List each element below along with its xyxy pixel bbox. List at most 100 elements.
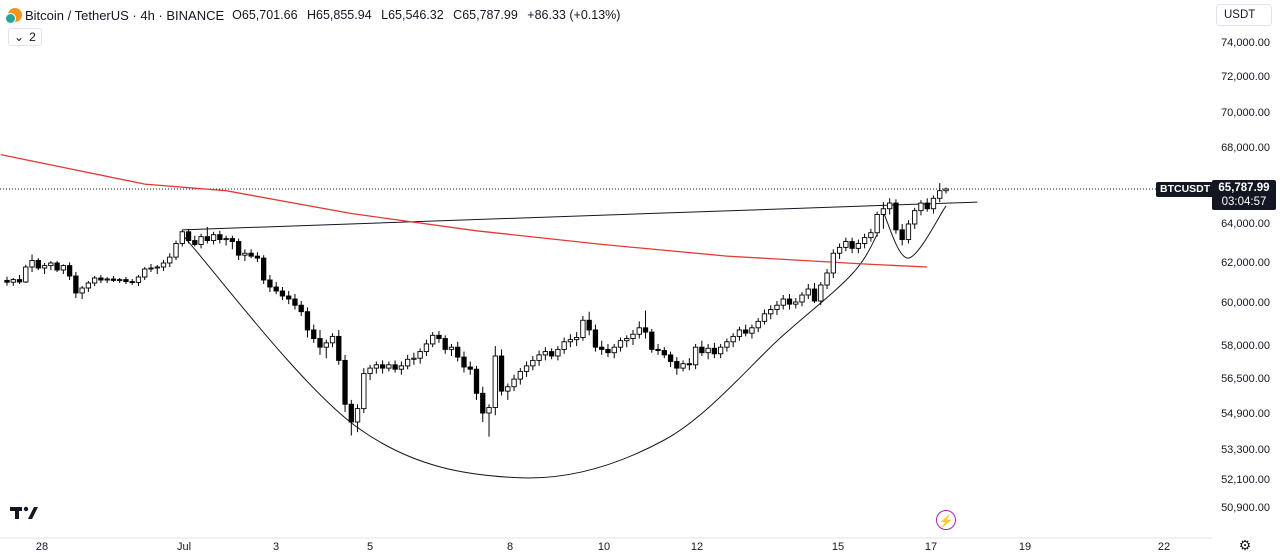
candle-body (179, 231, 185, 244)
candle (60, 264, 66, 274)
gear-icon[interactable]: ⚙ (1238, 537, 1252, 553)
candle (567, 334, 574, 348)
candle-body (342, 359, 348, 405)
candle (192, 235, 198, 247)
candle-body (874, 213, 880, 234)
cup-and-handle-drawing (181, 201, 978, 479)
candle-body (530, 359, 536, 367)
candle (298, 301, 304, 316)
lightning-icon[interactable]: ⚡ (936, 510, 956, 530)
candle-body (436, 334, 442, 340)
candle (248, 249, 254, 259)
candle (836, 243, 843, 260)
candle-body (836, 246, 843, 254)
candle-body (937, 190, 943, 199)
candle (768, 305, 774, 320)
candle-body (104, 278, 110, 281)
high-label: H (307, 8, 317, 22)
candle (430, 332, 436, 348)
candle (455, 341, 461, 362)
candle (874, 211, 880, 237)
candle (54, 261, 60, 272)
candle-body (692, 346, 699, 366)
last-price-label: 65,787.99 03:04:57 (1212, 180, 1276, 210)
candle (680, 360, 686, 372)
candle (104, 277, 110, 283)
candle (154, 265, 160, 274)
candle (10, 278, 16, 286)
candle (323, 339, 329, 359)
candle (448, 343, 455, 356)
candle (599, 340, 605, 355)
tradingview-logo-icon[interactable] (10, 505, 40, 526)
candle (505, 383, 511, 400)
candle-body (624, 338, 630, 342)
candle-body (35, 259, 41, 269)
candle-body (379, 364, 386, 369)
symbol-title[interactable]: Bitcoin / TetherUS · 4h · BINANCE (25, 7, 225, 23)
indicator-count: 2 (29, 30, 36, 44)
candle-body (173, 243, 179, 258)
candle (761, 309, 768, 325)
candle-body (592, 329, 599, 348)
candle-body (148, 267, 154, 270)
candle (655, 343, 661, 355)
indicators-toggle-button[interactable]: ⌄ 2 (8, 28, 42, 46)
candle-body (254, 255, 261, 259)
candle (286, 291, 292, 305)
candle-body (91, 277, 98, 284)
candle (392, 360, 398, 373)
candle (586, 311, 592, 336)
currency-select[interactable]: USDT (1216, 4, 1272, 26)
candle-body (217, 234, 223, 241)
moving-average-line (0, 153, 928, 268)
candle (404, 354, 411, 370)
candle-body (204, 236, 210, 241)
candle (730, 333, 736, 348)
candle-body (160, 262, 167, 268)
candle-body (461, 356, 467, 368)
candle-body (498, 355, 505, 392)
candle (411, 352, 417, 365)
candle-body (580, 319, 586, 338)
candle (630, 329, 636, 345)
candle (523, 361, 530, 377)
candle-body (455, 346, 461, 358)
candle-body (486, 407, 492, 414)
candle (304, 307, 311, 338)
candle (129, 279, 135, 285)
candle (774, 301, 780, 315)
candle-body (66, 265, 73, 277)
candle-body (48, 262, 54, 267)
candle (855, 239, 862, 254)
low-label: L (381, 8, 389, 22)
candle-body (123, 279, 129, 283)
handle-curve[interactable] (882, 205, 947, 259)
candle-body (142, 268, 148, 278)
candle-body (192, 240, 198, 245)
candle-body (811, 288, 818, 302)
candle-body (404, 358, 411, 367)
candle-body (23, 266, 29, 283)
candle (98, 275, 104, 283)
candle-body (41, 265, 48, 269)
candle-body (85, 282, 92, 289)
time-tick-label: 19 (1019, 541, 1031, 553)
candle-body (273, 286, 279, 292)
candle (79, 286, 85, 299)
candle-body (511, 378, 517, 388)
neckline[interactable] (182, 201, 978, 231)
candle (16, 275, 23, 284)
candle (48, 261, 54, 270)
candle-body (505, 386, 511, 392)
candle-body (286, 295, 292, 300)
candle-body (855, 243, 862, 249)
candle (361, 368, 367, 413)
candle-body (567, 339, 574, 343)
candle-body (110, 278, 117, 281)
candle (267, 275, 273, 292)
cup-curve[interactable] (181, 234, 878, 479)
candle-body (749, 327, 755, 334)
candle (861, 233, 868, 249)
